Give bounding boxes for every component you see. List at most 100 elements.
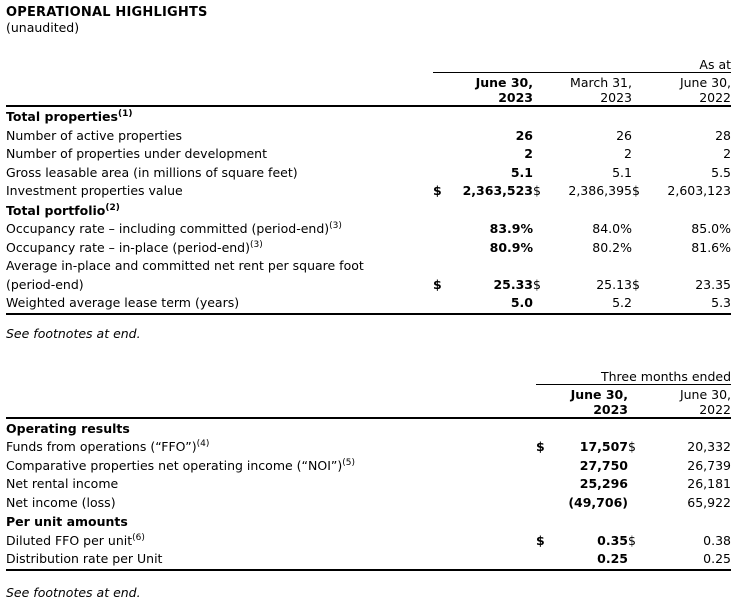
currency-symbol: $ — [628, 439, 636, 454]
footnotes-note: See footnotes at end. — [6, 584, 141, 600]
period-label: Three months ended — [536, 368, 732, 385]
row-label: Distribution rate per Unit — [6, 551, 163, 566]
currency-symbol — [536, 550, 556, 571]
table-row: Average in-place and committed net rent … — [6, 257, 731, 294]
row-label: Per unit amounts — [6, 514, 128, 529]
page-subtitle: (unaudited) — [6, 20, 80, 35]
cell-value: 2 — [524, 146, 533, 161]
table-row: Comparative properties net operating inc… — [6, 457, 731, 476]
row-label: Occupancy rate – in-place (period-end) — [6, 239, 250, 255]
cell-value: 80.2% — [592, 239, 632, 255]
currency-symbol — [628, 457, 652, 476]
currency-symbol — [533, 220, 553, 239]
cell-value: 0.25 — [556, 550, 628, 571]
cell-value: 80.9% — [489, 239, 533, 255]
cell-value: 2 — [723, 146, 732, 161]
cell-value: 5.5 — [711, 164, 732, 180]
row-label: Total properties — [6, 109, 118, 124]
cell-value: 85.0% — [691, 221, 732, 236]
currency-symbol: $ — [433, 276, 442, 292]
currency-symbol — [433, 239, 453, 258]
page-title: OPERATIONAL HIGHLIGHTS — [6, 5, 208, 20]
currency-symbol — [533, 239, 553, 258]
table-row: Gross leasable area (in millions of squa… — [6, 164, 731, 183]
row-label: Net rental income — [6, 476, 119, 491]
currency-symbol — [628, 475, 652, 494]
currency-symbol: $ — [533, 276, 541, 292]
table-row: Number of active properties 26 26 28 — [6, 127, 731, 146]
row-label: Number of active properties — [6, 127, 182, 143]
table-row: Occupancy rate – including committed (pe… — [6, 220, 731, 239]
currency-symbol — [632, 220, 654, 239]
currency-symbol — [632, 127, 654, 146]
cell-value: 26,739 — [687, 457, 732, 473]
currency-symbol — [632, 294, 654, 315]
cell-value: 0.38 — [703, 532, 732, 548]
currency-symbol — [533, 294, 553, 315]
table-row: Diluted FFO per unit(6) $ 0.35 $ 0.38 — [6, 532, 731, 551]
cell-value: 25,296 — [579, 476, 628, 491]
row-label: Operating results — [6, 420, 130, 436]
currency-symbol — [533, 145, 553, 164]
footnote-superscript: (6) — [132, 532, 145, 543]
cell-value: 5.0 — [453, 294, 533, 315]
cell-value: 23.35 — [695, 276, 732, 292]
cell-value: 5.3 — [654, 294, 732, 315]
row-label: Weighted average lease term (years) — [6, 295, 240, 310]
row-label: Average in-place and committed net rent … — [6, 258, 364, 273]
table-row: Weighted average lease term (years) 5.0 … — [6, 294, 732, 315]
column-header: June 30, 2023 — [536, 384, 628, 419]
cell-value: 0.25 — [652, 550, 732, 571]
as-at-table: As at June 30, 2023 March 31, 2023 June … — [6, 57, 732, 315]
footnote-superscript: (4) — [196, 438, 210, 449]
row-label: Funds from operations (“FFO”) — [6, 439, 197, 454]
table-row: Funds from operations (“FFO”)(4) $ 17,50… — [6, 438, 731, 457]
currency-symbol — [433, 294, 453, 315]
currency-symbol: $ — [536, 439, 545, 454]
cell-value: 5.2 — [553, 294, 632, 315]
currency-symbol — [632, 164, 654, 183]
cell-value: 83.9% — [489, 221, 533, 236]
currency-symbol — [433, 145, 453, 164]
row-label: Comparative properties net operating inc… — [6, 457, 343, 473]
table-row: Net income (loss) (49,706) 65,922 — [6, 494, 731, 513]
row-label: Diluted FFO per unit — [6, 532, 133, 548]
column-header: June 30, 2022 — [632, 72, 732, 107]
column-header-row: June 30, 2023 March 31, 2023 June 30, 20… — [6, 72, 732, 107]
row-label-line2: (period-end) — [6, 276, 84, 292]
currency-symbol: $ — [533, 183, 541, 198]
period-label: As at — [433, 57, 732, 73]
cell-value: 20,332 — [687, 439, 732, 454]
table-row: Distribution rate per Unit 0.25 0.25 — [6, 550, 732, 571]
footnotes-note: See footnotes at end. — [6, 325, 141, 341]
currency-symbol: $ — [632, 183, 640, 198]
currency-symbol: $ — [632, 276, 640, 292]
table-row: Per unit amounts — [6, 512, 731, 532]
currency-symbol — [628, 550, 652, 571]
currency-symbol: $ — [536, 532, 545, 548]
currency-symbol — [536, 457, 556, 476]
cell-value: (49,706) — [568, 494, 628, 510]
currency-symbol — [533, 164, 553, 183]
cell-value: 26,181 — [687, 476, 732, 491]
footnote-superscript: (1) — [117, 108, 133, 119]
table-row: Occupancy rate – in-place (period-end)(3… — [6, 239, 731, 258]
column-header: March 31, 2023 — [533, 72, 632, 107]
row-label: Net income (loss) — [6, 494, 116, 510]
row-label: Occupancy rate – including committed (pe… — [6, 221, 330, 236]
currency-symbol: $ — [628, 532, 636, 548]
currency-symbol — [433, 220, 453, 239]
cell-value: 25.33 — [493, 276, 533, 292]
row-label: Investment properties value — [6, 183, 183, 198]
currency-symbol — [433, 127, 453, 146]
cell-value: 2,603,123 — [667, 183, 732, 198]
currency-symbol — [628, 494, 652, 513]
cell-value: 2,363,523 — [462, 183, 533, 198]
currency-symbol — [632, 239, 654, 258]
row-label: Total portfolio — [6, 202, 106, 218]
currency-symbol — [536, 475, 556, 494]
currency-symbol — [632, 145, 654, 164]
cell-value: 81.6% — [691, 239, 732, 255]
column-header: June 30, 2023 — [433, 72, 533, 107]
